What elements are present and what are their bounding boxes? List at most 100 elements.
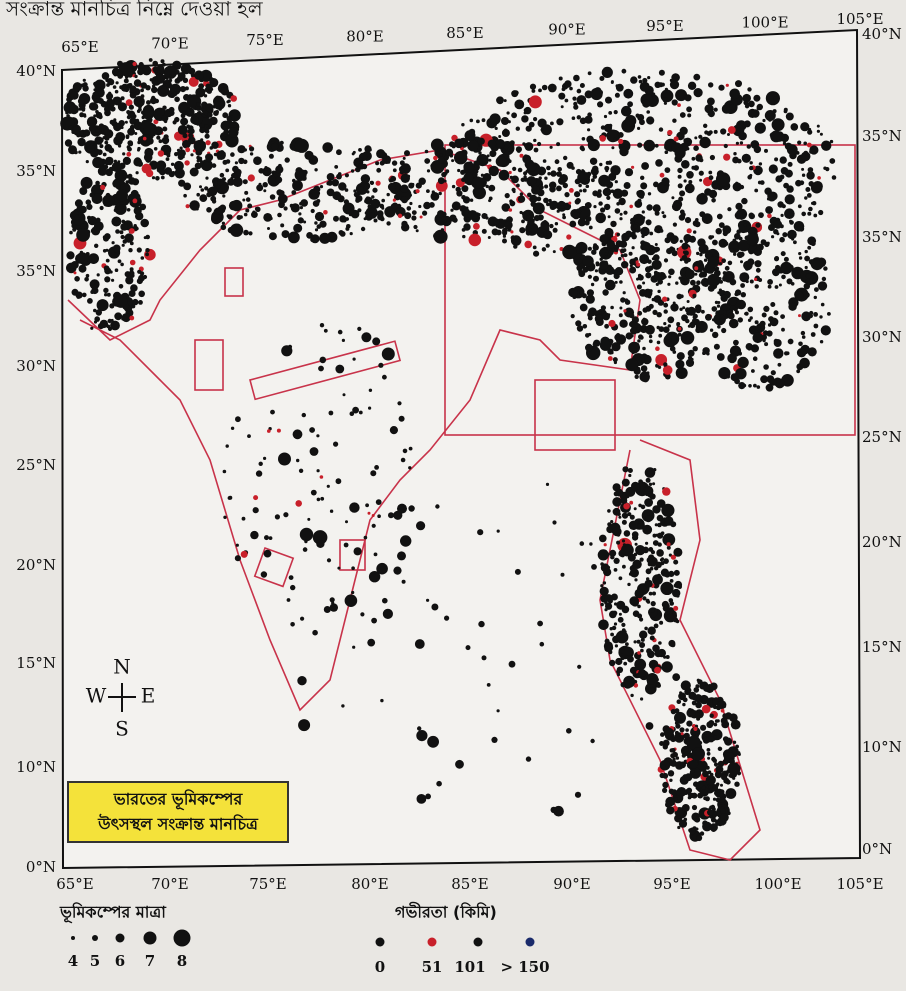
epicenter — [118, 259, 122, 263]
epicenter — [333, 216, 339, 222]
epicenter — [221, 87, 229, 95]
epicenter — [703, 270, 707, 274]
epicenter — [530, 84, 536, 90]
epicenter — [457, 169, 460, 172]
epicenter — [95, 110, 99, 114]
epicenter — [740, 260, 743, 263]
top-label: 100°E — [741, 14, 788, 32]
epicenter — [702, 351, 706, 355]
epicenter — [686, 359, 694, 367]
epicenter — [228, 496, 232, 500]
epicenter — [150, 78, 153, 81]
epicenter — [544, 177, 547, 180]
epicenter — [104, 276, 110, 282]
epicenter — [629, 313, 634, 318]
bottom-label: 100°E — [754, 875, 801, 893]
epicenter — [493, 219, 499, 225]
epicenter — [758, 212, 764, 218]
epicenter — [615, 644, 618, 647]
epicenter — [624, 182, 631, 189]
epicenter — [336, 149, 342, 155]
epicenter — [519, 227, 525, 233]
epicenter — [662, 487, 670, 495]
epicenter — [619, 147, 628, 156]
epicenter — [773, 96, 777, 100]
epicenter — [703, 797, 706, 800]
epicenter — [126, 134, 130, 138]
epicenter — [664, 516, 673, 525]
epicenter — [755, 223, 760, 228]
epicenter — [338, 182, 346, 190]
epicenter — [598, 620, 609, 631]
epicenter — [133, 204, 137, 208]
epicenter — [250, 152, 253, 155]
depth-symbol — [428, 938, 437, 947]
epicenter — [77, 138, 85, 146]
epicenter — [656, 283, 659, 286]
epicenter — [177, 149, 180, 152]
epicenter — [689, 828, 696, 835]
epicenter — [677, 826, 680, 829]
epicenter — [688, 82, 696, 90]
epicenter — [720, 813, 729, 822]
epicenter — [542, 85, 548, 91]
epicenter — [401, 458, 406, 463]
epicenter — [657, 290, 660, 293]
epicenter — [314, 221, 317, 224]
epicenter — [735, 80, 742, 87]
epicenter — [599, 163, 602, 166]
epicenter — [604, 601, 608, 605]
epicenter — [242, 199, 245, 202]
epicenter — [689, 760, 698, 769]
epicenter — [250, 531, 258, 539]
epicenter — [231, 200, 242, 211]
epicenter — [104, 141, 108, 145]
epicenter — [509, 171, 512, 174]
epicenter — [608, 161, 612, 165]
epicenter — [103, 288, 108, 293]
epicenter — [599, 217, 604, 222]
epicenter — [719, 262, 722, 265]
epicenter — [727, 133, 730, 136]
epicenter — [807, 193, 812, 198]
epicenter — [427, 169, 430, 172]
epicenter — [587, 128, 590, 131]
epicenter — [97, 299, 109, 311]
right-label: 20°N — [862, 533, 902, 551]
epicenter — [744, 312, 747, 315]
epicenter — [433, 233, 440, 240]
epicenter — [206, 207, 212, 213]
epicenter — [642, 596, 646, 600]
epicenter — [744, 120, 751, 127]
epicenter — [557, 167, 562, 172]
epicenter — [382, 159, 387, 164]
epicenter — [137, 270, 141, 274]
epicenter — [376, 168, 381, 173]
epicenter — [516, 146, 522, 152]
epicenter — [723, 704, 727, 708]
epicenter — [566, 247, 569, 250]
epicenter — [621, 254, 624, 257]
epicenter — [747, 87, 751, 91]
epicenter — [162, 127, 167, 132]
epicenter — [178, 125, 188, 135]
epicenter — [492, 228, 499, 235]
epicenter — [616, 541, 620, 545]
epicenter — [382, 348, 395, 361]
epicenter — [120, 263, 124, 267]
epicenter — [819, 315, 822, 318]
epicenter — [628, 474, 631, 477]
epicenter — [127, 147, 132, 152]
epicenter — [642, 216, 645, 219]
epicenter — [370, 181, 373, 184]
epicenter — [775, 265, 780, 270]
epicenter — [304, 540, 307, 543]
epicenter — [134, 75, 137, 78]
epicenter — [407, 175, 410, 178]
epicenter — [677, 352, 685, 360]
epicenter — [608, 320, 615, 327]
epicenter — [747, 144, 751, 148]
epicenter — [174, 97, 180, 103]
epicenter — [599, 535, 607, 543]
epicenter — [655, 82, 661, 88]
